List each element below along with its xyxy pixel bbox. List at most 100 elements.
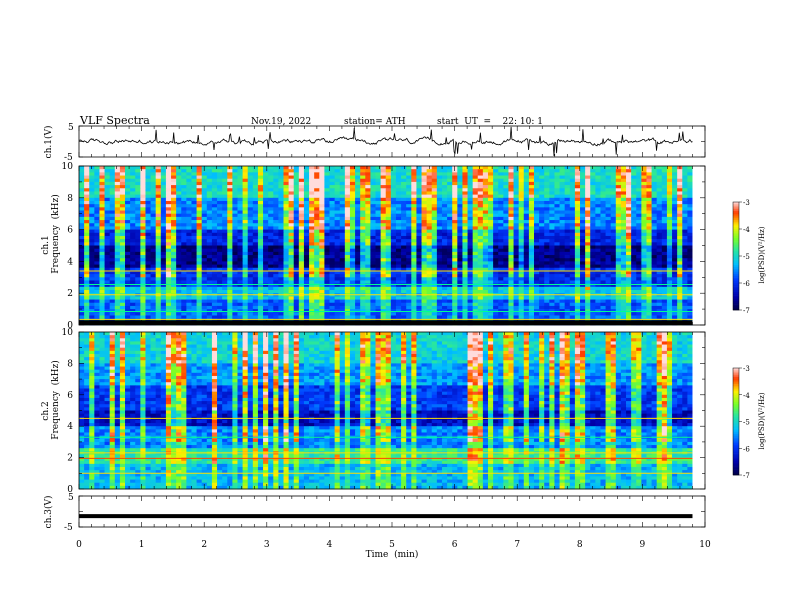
spectrogram-cell	[288, 239, 295, 243]
spectrogram-cell	[472, 270, 479, 275]
spectrogram-cell	[610, 220, 617, 224]
spectrogram-cell	[324, 213, 330, 218]
spectrogram-cell	[355, 194, 361, 199]
spectrogram-cell	[278, 267, 284, 272]
spectrogram-cell	[375, 274, 382, 278]
spectrogram-cell	[278, 200, 284, 205]
spectrogram-cell	[140, 286, 146, 291]
spectrogram-cell	[227, 213, 233, 218]
spectrogram-cell	[411, 242, 417, 246]
spectrogram-cell	[181, 197, 187, 202]
spectrogram-cell	[160, 210, 167, 215]
spectrogram-cell	[493, 204, 499, 208]
spectrogram-cell	[89, 261, 95, 265]
spectrogram-cell	[472, 267, 479, 272]
spectrogram-cell	[155, 200, 162, 205]
spectrogram-cell	[268, 213, 274, 218]
spectrogram-cell	[447, 216, 453, 221]
spectrogram-cell	[165, 264, 172, 269]
spectrogram-cell	[626, 270, 632, 275]
spectrogram-cell	[431, 251, 438, 256]
spectrogram-cell	[661, 242, 668, 246]
spectrogram-cell	[406, 213, 412, 218]
spectrogram-cell	[682, 169, 688, 173]
spectrogram-cell	[615, 242, 622, 246]
spectrogram-cell	[385, 242, 392, 246]
spectrogram-cell	[656, 277, 663, 281]
spectrogram-cell	[677, 220, 683, 224]
spectrogram-cell	[314, 210, 320, 215]
spectrogram-cell	[385, 232, 392, 237]
spectrogram-cell	[324, 264, 330, 269]
spectrogram-cell	[99, 286, 105, 291]
spectrogram-cell	[273, 239, 279, 243]
spectrogram-cell	[498, 277, 504, 281]
spectrogram-cell	[523, 245, 530, 250]
spectrogram-cell	[631, 270, 637, 275]
spectrogram-cell	[385, 229, 392, 234]
spectrogram-cell	[395, 242, 402, 246]
spectrogram-cell	[324, 204, 330, 208]
spectrogram-cell	[211, 191, 218, 196]
spectrogram-cell	[539, 175, 545, 180]
spectrogram-cell	[580, 283, 586, 288]
spectrogram-cell	[375, 267, 382, 272]
spectrogram-cell	[620, 223, 627, 227]
spectrogram-cell	[206, 235, 213, 240]
spectrogram-cell	[493, 169, 499, 173]
spectrogram-cell	[89, 185, 95, 189]
spectrogram-cell	[165, 204, 172, 208]
spectrogram-cell	[211, 258, 218, 262]
spectrogram-cell	[160, 188, 167, 192]
spectrogram-cell	[349, 277, 356, 281]
spectrogram-cell	[636, 235, 642, 240]
spectrogram-cell	[360, 220, 366, 224]
spectrogram-cell	[370, 270, 376, 275]
spectrogram-cell	[227, 181, 233, 186]
spectrogram-cell	[544, 213, 550, 218]
spectrogram-cell	[636, 226, 642, 230]
spectrogram-cell	[477, 210, 484, 215]
spectrogram-cell	[385, 245, 392, 250]
spectrogram-cell	[94, 274, 100, 278]
spectrogram-cell	[104, 216, 111, 221]
spectrogram-cell	[303, 213, 310, 218]
spectrogram-cell	[672, 197, 678, 202]
spectrogram-cell	[631, 172, 637, 176]
spectrogram-cell	[160, 270, 167, 275]
spectrogram-cell	[651, 229, 658, 234]
spectrogram-cell	[84, 194, 90, 199]
spectrogram-cell	[247, 242, 254, 246]
spectrogram-cell	[528, 194, 535, 199]
spectrogram-cell	[395, 188, 402, 192]
spectrogram-cell	[406, 188, 412, 192]
spectrogram-cell	[472, 232, 479, 237]
spectrogram-cell	[176, 270, 182, 275]
spectrogram-cell	[605, 264, 612, 269]
spectrogram-cell	[206, 229, 213, 234]
spectrogram-cell	[508, 204, 514, 208]
spectrogram-cell	[309, 261, 315, 265]
spectrogram-cell	[130, 235, 136, 240]
spectrogram-cell	[447, 169, 453, 173]
spectrogram-cell	[206, 255, 213, 259]
spectrogram-cell	[293, 242, 300, 246]
spectrogram-cell	[549, 166, 555, 170]
spectrogram-cell	[334, 245, 341, 250]
spectrogram-cell	[211, 197, 218, 202]
spectrogram-cell	[503, 270, 509, 275]
spectrogram-cell	[150, 220, 157, 224]
spectrogram-cell	[334, 274, 341, 278]
spectrogram-cell	[503, 226, 509, 230]
spectrogram-cell	[171, 169, 177, 173]
spectrogram-cell	[349, 166, 356, 170]
spectrogram-cell	[585, 169, 591, 173]
spectrogram-cell	[206, 277, 213, 281]
spectrogram-cell	[370, 207, 376, 211]
spectrogram-cell	[498, 181, 504, 186]
spectrogram-cell	[247, 255, 254, 259]
spectrogram-cell	[155, 248, 162, 253]
spectrogram-cell	[528, 286, 535, 291]
spectrogram-cell	[641, 229, 647, 234]
spectrogram-cell	[135, 210, 141, 215]
